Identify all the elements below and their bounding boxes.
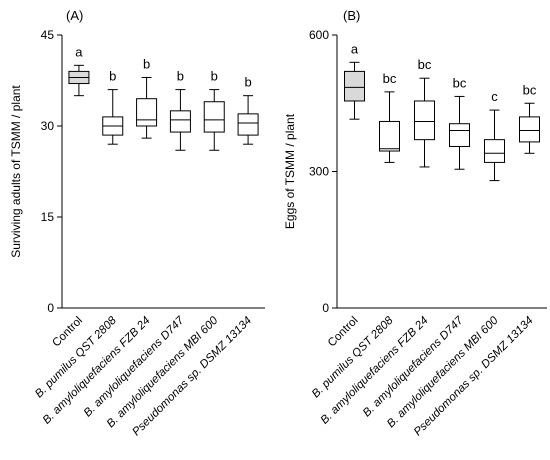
significance-letter: b bbox=[177, 69, 184, 84]
significance-letter: a bbox=[351, 41, 359, 56]
box-plot-3: b bbox=[169, 69, 191, 151]
box-plot-1: bc bbox=[379, 71, 400, 163]
significance-letter: b bbox=[109, 69, 116, 84]
box-plot-2: b bbox=[136, 56, 158, 139]
box-plot-4: b bbox=[203, 69, 225, 151]
y-tick-label: 600 bbox=[309, 28, 329, 42]
box-iqr bbox=[203, 101, 225, 133]
box-iqr bbox=[519, 116, 540, 143]
box-iqr bbox=[379, 120, 400, 152]
significance-letter: bc bbox=[383, 71, 397, 86]
significance-letter: a bbox=[75, 44, 83, 59]
significance-letter: bc bbox=[523, 82, 537, 97]
significance-letter: b bbox=[211, 69, 218, 84]
box-plot-3: bc bbox=[449, 75, 470, 170]
y-tick-label: 0 bbox=[322, 301, 329, 315]
panel-label: (B) bbox=[343, 8, 360, 23]
chart-panel-b: (B) 0 300 600 Eggs of TSMM / plant a bc bc bc c bc… bbox=[283, 8, 547, 438]
y-tick-label: 15 bbox=[41, 210, 55, 224]
chart-panel-a: (A) 0 15 30 45 Surviving adults of TSMM / pla… bbox=[9, 8, 265, 438]
box-iqr bbox=[344, 70, 365, 102]
box-plot-0: a bbox=[344, 41, 365, 120]
significance-letter: c bbox=[491, 89, 498, 104]
box-plot-2: bc bbox=[414, 57, 435, 168]
box-iqr bbox=[449, 123, 470, 147]
significance-letter: bc bbox=[453, 75, 467, 90]
box-iqr bbox=[484, 139, 505, 163]
significance-letter: b bbox=[143, 56, 150, 71]
y-tick-label: 0 bbox=[47, 301, 54, 315]
x-category-label: Control bbox=[326, 315, 361, 350]
y-tick-label: 30 bbox=[41, 119, 55, 133]
significance-letter: b bbox=[244, 75, 251, 90]
box-plot-4: c bbox=[484, 89, 505, 182]
significance-letter: bc bbox=[418, 57, 432, 72]
box-iqr bbox=[136, 98, 158, 127]
y-axis-title: Surviving adults of TSMM / plant bbox=[9, 85, 23, 258]
box-plot-5: b bbox=[237, 75, 259, 145]
y-axis-title: Eggs of TSMM / plant bbox=[283, 113, 297, 229]
box-plot-0: a bbox=[68, 44, 90, 97]
box-plot-5: bc bbox=[519, 82, 540, 154]
panel-label: (A) bbox=[66, 8, 83, 23]
y-tick-label: 300 bbox=[309, 165, 329, 179]
box-plot-1: b bbox=[102, 69, 124, 145]
box-iqr bbox=[237, 113, 259, 136]
box-iqr bbox=[169, 110, 191, 133]
box-iqr bbox=[414, 100, 435, 141]
y-tick-label: 45 bbox=[41, 28, 55, 42]
